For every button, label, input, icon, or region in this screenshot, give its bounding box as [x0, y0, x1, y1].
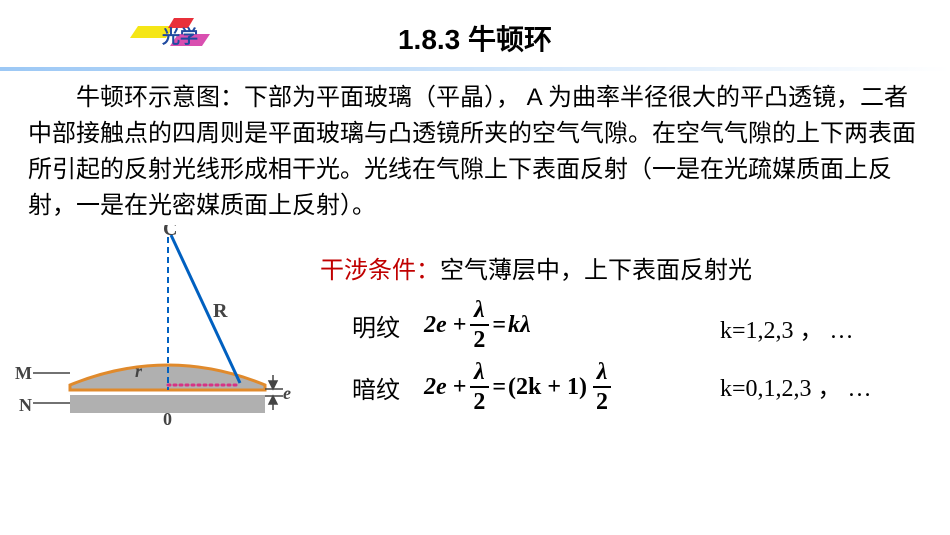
label-zero: 0 — [163, 409, 172, 425]
bright-label: 明纹 — [352, 308, 400, 343]
page-title: 1.8.3 牛顿环 — [0, 18, 950, 58]
label-r: r — [135, 361, 143, 381]
label-M: M — [15, 363, 32, 383]
label-R: R — [213, 300, 228, 322]
newton-ring-diagram: C R r M N 0 e — [15, 225, 310, 425]
dark-fringe-row: 暗纹 2e + λ2 = (2k + 1) λ2 — [352, 360, 615, 414]
body-paragraph: 牛顿环示意图：下部为平面玻璃（平晶）， A 为曲率半径很大的平凸透镜，二者中部接… — [28, 80, 928, 224]
interference-condition: 干涉条件：空气薄层中，上下表面反射光 — [320, 250, 752, 285]
dark-k-values: k=0,1,2,3 ， … — [720, 368, 872, 403]
label-C: C — [163, 225, 177, 240]
title-underline — [0, 58, 950, 62]
bright-formula: 2e + λ2 = kλ — [424, 298, 531, 352]
header: 光学 1.8.3 牛顿环 — [0, 0, 950, 70]
label-N: N — [19, 395, 32, 415]
bright-k-values: k=1,2,3 ， … — [720, 310, 854, 345]
cond-rest: 空气薄层中，上下表面反射光 — [440, 257, 752, 284]
cond-prefix: 干涉条件： — [320, 257, 440, 284]
bright-fringe-row: 明纹 2e + λ2 = kλ — [352, 298, 531, 352]
dark-label: 暗纹 — [352, 370, 400, 405]
label-e: e — [283, 383, 291, 403]
dark-formula: 2e + λ2 = (2k + 1) λ2 — [424, 360, 615, 414]
